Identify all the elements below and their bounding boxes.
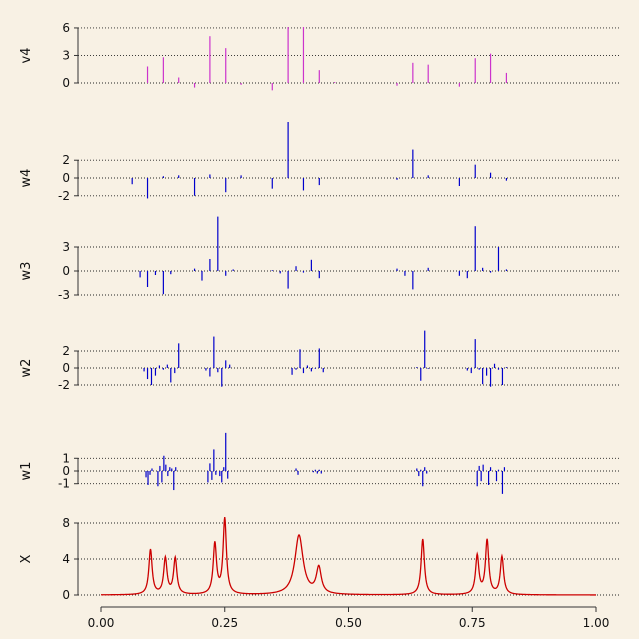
y-tick-label: 3 [62, 240, 70, 254]
panel-x-5: 0 4 8 X [19, 516, 620, 602]
x-tick-label: 1.00 [583, 616, 610, 630]
x-axis: 0.00 0.25 0.50 0.75 1.00 [88, 606, 610, 630]
y-tick-label: -3 [58, 288, 70, 302]
panel-w4-1: -2 0 2 w4 [19, 122, 620, 203]
panel-w1-4: -101 w1 [19, 432, 620, 494]
y-tick-label: 3 [62, 48, 70, 62]
panel-w3-2: -3 0 3 w3 [19, 216, 620, 302]
y-tick-label: 0 [62, 361, 70, 375]
panel-label: X [19, 554, 34, 563]
series-line-x [100, 516, 596, 596]
y-tick-label: 0 [62, 171, 70, 185]
y-tick-label: 8 [62, 516, 70, 530]
panel-label: w2 [19, 359, 34, 378]
y-tick-label: 0 [62, 76, 70, 90]
panel-label: w4 [19, 169, 34, 188]
y-tick-label: 2 [62, 344, 70, 358]
y-tick-label: 4 [62, 552, 70, 566]
y-tick-label: 0 [62, 464, 70, 478]
panel-v4-0: 0 3 6 v4 [19, 21, 620, 91]
y-tick-label: -2 [58, 189, 70, 203]
panel-label: w1 [19, 462, 34, 481]
y-tick-label: -1 [58, 477, 70, 491]
panel-label: w3 [19, 262, 34, 281]
y-tick-label: 6 [62, 21, 70, 35]
y-tick-label: 0 [62, 264, 70, 278]
panel-label: v4 [19, 47, 34, 63]
y-tick-label: -2 [58, 378, 70, 392]
y-tick-label: 1 [62, 451, 70, 465]
x-tick-label: 0.50 [335, 616, 362, 630]
y-tick-label: 0 [62, 588, 70, 602]
x-tick-label: 0.25 [211, 616, 238, 630]
x-tick-label: 0.00 [88, 616, 115, 630]
y-tick-label: 2 [62, 153, 70, 167]
x-tick-label: 0.75 [459, 616, 486, 630]
panel-w2-3: -2 0 2 w2 [19, 330, 620, 392]
